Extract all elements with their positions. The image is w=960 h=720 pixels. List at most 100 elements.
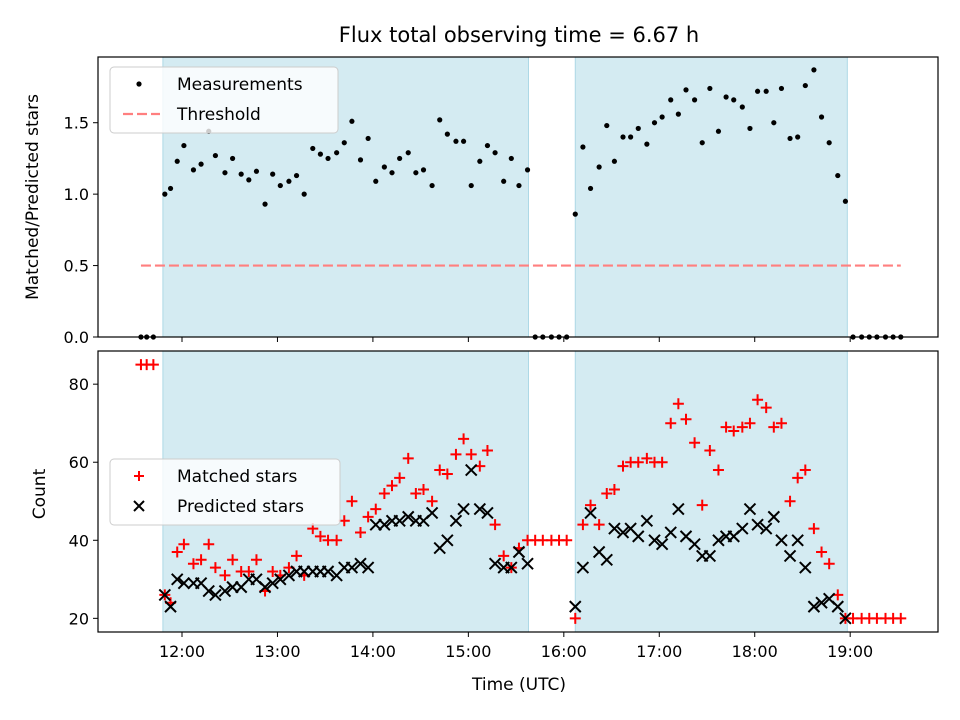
predicted-star-point — [258, 580, 272, 594]
matched-star-point — [608, 484, 620, 496]
measurement-point — [668, 97, 674, 103]
matched-star-point — [314, 530, 326, 542]
bottom-y-tick-label: 20 — [69, 609, 89, 628]
bottom-y-tick-label: 40 — [69, 531, 89, 550]
matched-star-point — [895, 612, 907, 624]
predicted-star-point — [345, 561, 359, 574]
predicted-star-point — [158, 588, 172, 602]
measurement-point — [349, 118, 355, 124]
matched-star-point — [823, 558, 835, 570]
bottom-plot-frame — [97, 350, 939, 633]
bottom-legend: Matched stars Predicted stars — [109, 458, 341, 526]
measurement-point — [365, 135, 371, 142]
measurement-point — [246, 177, 252, 183]
matched-star-point — [410, 487, 422, 499]
predicted-star-point — [171, 573, 184, 586]
chart-title: Flux total observing time = 6.67 h — [339, 23, 699, 47]
measurement-point — [373, 178, 379, 184]
matched-star-point — [760, 402, 772, 414]
measurement-point — [453, 138, 459, 144]
top-observing-span-2 — [574, 56, 848, 338]
measurement-point — [310, 145, 316, 152]
measurement-point — [501, 178, 507, 184]
matched-star-point — [569, 612, 581, 624]
legend-matched-marker — [134, 471, 144, 481]
legend-predicted-label: Predicted stars — [177, 497, 304, 517]
predicted-star-point — [177, 577, 191, 590]
matched-star-point — [632, 456, 644, 468]
matched-star-point — [203, 538, 215, 550]
predicted-star-point — [736, 522, 749, 535]
matched-star-point — [775, 417, 787, 429]
predicted-star-point — [672, 502, 685, 516]
matched-star-point — [338, 515, 350, 527]
measurement-point — [811, 67, 817, 73]
measurement-point — [580, 144, 586, 150]
predicted-star-point — [608, 522, 621, 535]
measurement-point — [437, 117, 443, 123]
measurement-point — [492, 150, 498, 156]
measurement-point — [778, 85, 785, 92]
measurement-point — [635, 125, 641, 132]
matched-star-point — [680, 413, 692, 425]
bottom-y-tick-label: 80 — [69, 375, 89, 394]
measurement-point — [162, 191, 168, 197]
measurement-point — [596, 164, 602, 170]
predicted-star-point — [655, 537, 669, 551]
predicted-star-point — [202, 584, 215, 598]
matched-star-point — [267, 566, 279, 578]
matched-star-point — [465, 448, 477, 460]
measurement-point — [754, 88, 761, 94]
top-plot-frame — [97, 56, 939, 338]
measurement-point — [715, 128, 722, 134]
top-panel: 0.0 0.5 1.0 1.5 Matched/Predicted stars Mea… — [23, 56, 939, 347]
measurement-point — [229, 155, 236, 162]
measurement-point — [238, 171, 244, 177]
predicted-star-point — [361, 561, 375, 574]
predicted-star-point — [209, 588, 222, 602]
matched-star-point — [402, 452, 414, 464]
matched-star-point — [641, 452, 653, 464]
matched-star-point — [195, 554, 207, 566]
predicted-star-point — [688, 537, 701, 551]
bottom-legend-box — [109, 458, 341, 526]
matched-star-point — [585, 499, 597, 511]
matched-star-point — [481, 445, 493, 457]
matched-star-point — [704, 445, 716, 457]
predicted-star-point — [616, 526, 630, 539]
matched-star-point — [418, 484, 429, 496]
measurement-point — [524, 167, 531, 173]
bottom-x-tick-label: 17:00 — [636, 642, 682, 661]
bottom-x-tick-label: 15:00 — [445, 642, 491, 661]
matched-star-point — [355, 526, 366, 538]
matched-star-point — [291, 550, 303, 562]
bottom-x-tick-label: 19:00 — [827, 642, 873, 661]
matched-star-point — [792, 472, 804, 484]
measurement-point — [604, 122, 610, 129]
matched-star-point — [808, 523, 820, 535]
legend-measurements-dot — [136, 81, 142, 87]
predicted-star-point — [751, 518, 764, 531]
predicted-star-point — [664, 526, 677, 539]
predicted-star-point — [632, 530, 645, 543]
top-legend-box — [109, 66, 339, 134]
matched-star-point — [656, 456, 668, 468]
measurement-point — [397, 155, 403, 162]
matched-star-point — [593, 519, 605, 531]
measurement-point — [405, 150, 411, 156]
measurement-point — [293, 172, 300, 179]
measurement-point — [826, 140, 832, 146]
predicted-star-point — [378, 518, 391, 531]
predicted-star-point — [393, 514, 406, 527]
predicted-star-point — [791, 534, 804, 547]
measurement-point — [628, 134, 634, 140]
predicted-star-point — [425, 506, 439, 520]
predicted-star-point — [441, 534, 454, 547]
matched-star-point — [617, 460, 629, 472]
measurement-point — [572, 211, 578, 217]
matched-star-point — [601, 487, 613, 499]
measurement-point — [723, 94, 729, 100]
matched-star-point — [219, 569, 231, 581]
measurement-point — [731, 97, 737, 103]
predicted-star-point — [799, 561, 812, 574]
